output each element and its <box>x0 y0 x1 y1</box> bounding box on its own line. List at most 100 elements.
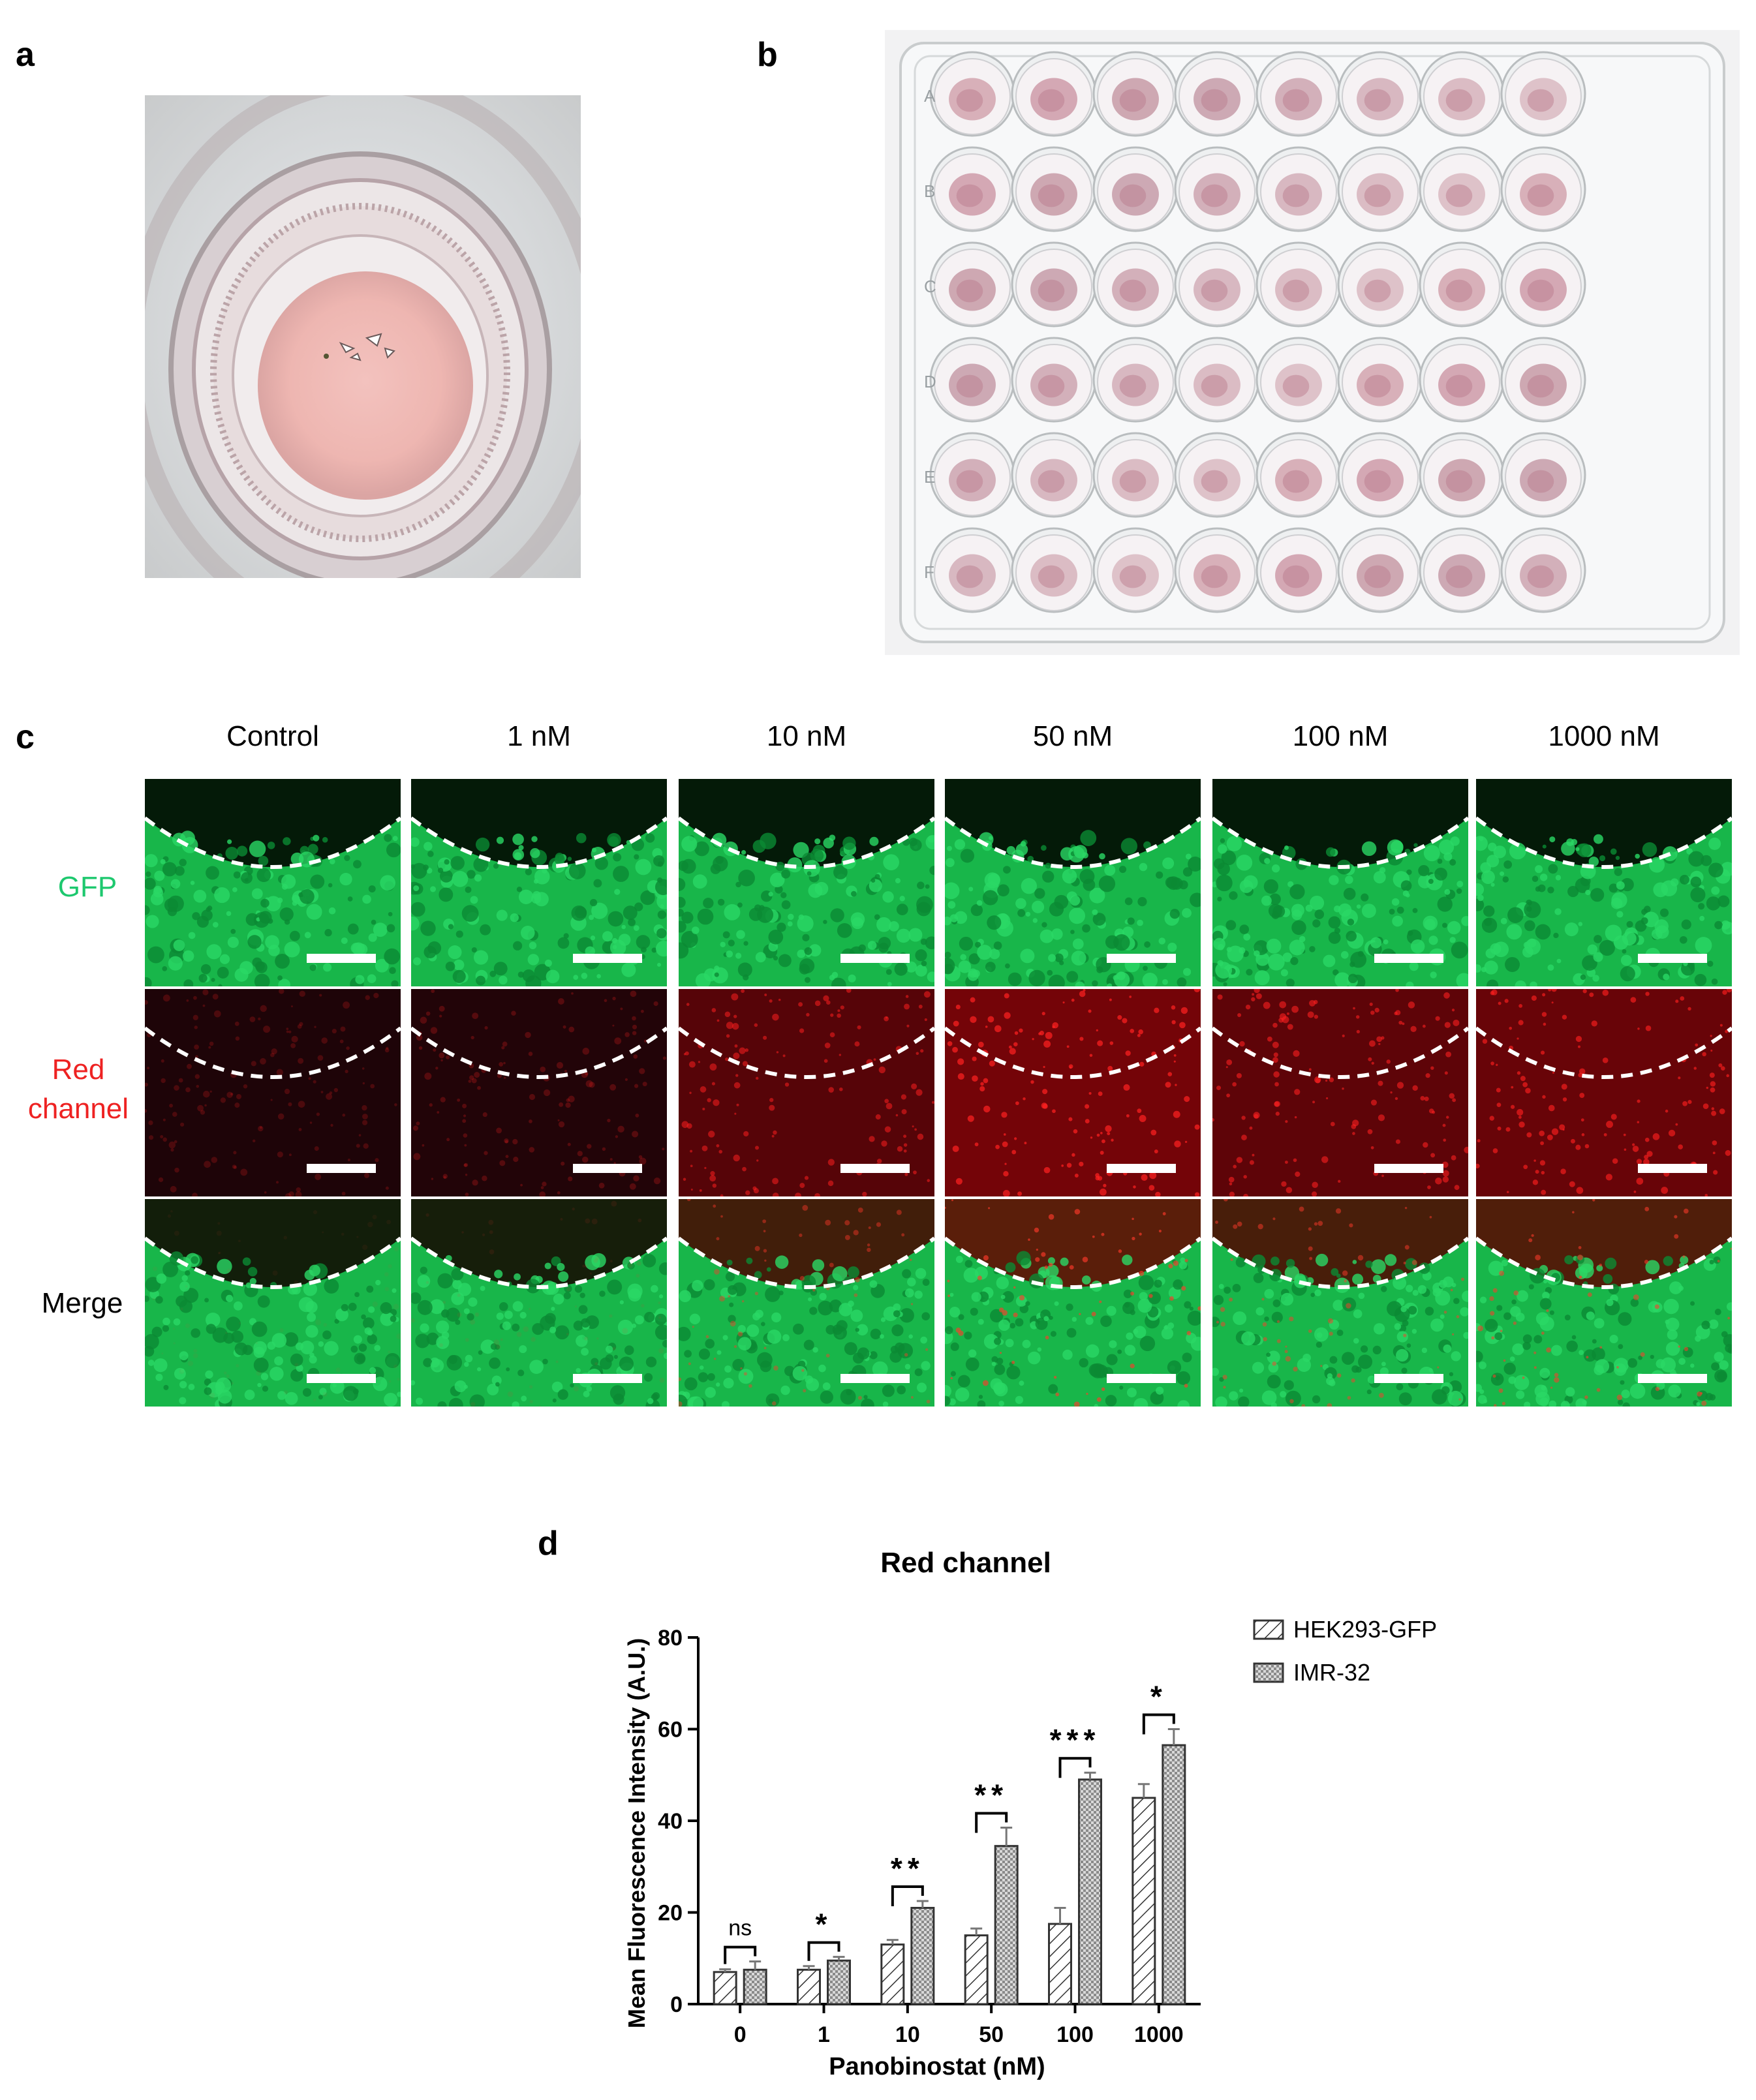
plate-well <box>1011 432 1097 518</box>
plate-well <box>1174 241 1260 327</box>
panel-a-photo <box>145 95 581 578</box>
scale-bar <box>840 1164 910 1173</box>
micrograph-gfp-4 <box>1212 779 1468 986</box>
plate-well <box>929 432 1015 518</box>
dashed-boundary <box>1476 1236 1732 1289</box>
x-tick-label: 0 <box>734 2022 747 2047</box>
bar-hek293-gfp <box>880 1943 905 2005</box>
column-label-1000nm: 1000 nM <box>1548 720 1660 752</box>
plate-well <box>1174 146 1260 232</box>
micrograph-merge-0 <box>145 1199 401 1407</box>
scale-bar <box>840 954 910 963</box>
plate-well <box>1500 337 1586 423</box>
micrograph-red-2 <box>679 989 934 1196</box>
panel-letter-c: c <box>16 718 35 756</box>
x-axis-label: Panobinostat (nM) <box>829 2053 1045 2080</box>
plate-well <box>929 146 1015 232</box>
plate-well <box>1092 337 1178 423</box>
bar-imr-32 <box>994 1845 1019 2005</box>
dashed-boundary <box>679 1026 934 1079</box>
bar-imr-32 <box>743 1968 767 2005</box>
micrograph-merge-4 <box>1212 1199 1468 1407</box>
micrograph-merge-1 <box>411 1199 667 1407</box>
plate-well <box>1011 527 1097 613</box>
plate-row-letter: B <box>924 181 935 201</box>
scale-bar <box>1107 1164 1176 1173</box>
plate-well <box>1419 51 1505 137</box>
row-label-gfp: GFP <box>22 868 153 907</box>
plate-well <box>1092 432 1178 518</box>
plate-well <box>1337 527 1423 613</box>
legend-label: IMR-32 <box>1293 1659 1370 1686</box>
plate-well <box>929 241 1015 327</box>
bar-imr-32 <box>910 1906 935 2005</box>
plate-well <box>1337 337 1423 423</box>
micrograph-merge-2 <box>679 1199 934 1407</box>
micrograph-red-3 <box>945 989 1201 1196</box>
scale-bar <box>307 1164 376 1173</box>
plate-row-letter: D <box>924 372 936 391</box>
dashed-boundary <box>1212 816 1468 869</box>
dashed-boundary <box>1476 1026 1732 1079</box>
plate-well <box>1419 432 1505 518</box>
plate-well <box>1092 241 1178 327</box>
significance-label: ** <box>974 1778 1008 1812</box>
row-label-merge: Merge <box>17 1284 147 1323</box>
x-tick-label: 10 <box>895 2022 920 2047</box>
dashed-boundary <box>145 1236 401 1289</box>
scale-bar <box>1638 1374 1707 1383</box>
column-label-10nm: 10 nM <box>766 720 847 752</box>
y-tick-label: 80 <box>658 1626 683 1651</box>
plate-well <box>1092 527 1178 613</box>
bar-hek293-gfp <box>1132 1797 1156 2005</box>
micrograph-gfp-5 <box>1476 779 1732 986</box>
plate-well <box>1174 51 1260 137</box>
significance-bracket <box>975 1812 1008 1833</box>
micrograph-gfp-0 <box>145 779 401 986</box>
significance-bracket <box>891 1885 924 1906</box>
y-tick-label: 60 <box>658 1718 683 1742</box>
bar-imr-32 <box>827 1959 851 2005</box>
bar-imr-32 <box>1078 1778 1102 2005</box>
bar-hek293-gfp <box>1048 1923 1072 2005</box>
significance-bracket <box>1142 1713 1175 1735</box>
significance-label: * <box>816 1908 833 1941</box>
plate-well <box>1011 51 1097 137</box>
chart-title: Red channel <box>880 1547 1051 1579</box>
y-axis-label: Mean Fluorescence Intensity (A.U.) <box>623 1638 650 2028</box>
panel-letter-b: b <box>757 36 778 74</box>
column-label-1nm: 1 nM <box>507 720 571 752</box>
significance-label: ** <box>891 1851 925 1885</box>
row-label-red-channel: Red channel <box>13 1050 144 1129</box>
bar-chart: Red channel Mean Fluorescence Intensity … <box>623 1547 1437 2080</box>
dashed-boundary <box>945 816 1201 869</box>
y-tick-label: 40 <box>658 1809 683 1834</box>
panel-letter-a: a <box>16 36 35 74</box>
scale-bar <box>1107 954 1176 963</box>
legend-swatch <box>1253 1619 1284 1640</box>
plate-well <box>1092 51 1178 137</box>
bar-hek293-gfp <box>797 1968 821 2005</box>
plate-well <box>1337 51 1423 137</box>
bar-hek293-gfp <box>964 1934 989 2005</box>
row-label-red-line1: Red <box>52 1054 105 1086</box>
plate-well <box>1419 146 1505 232</box>
micrograph-gfp-1 <box>411 779 667 986</box>
dashed-boundary <box>411 1236 667 1289</box>
plate-well <box>1337 241 1423 327</box>
row-label-red-line2: channel <box>27 1093 129 1125</box>
plate-well <box>1500 432 1586 518</box>
micrograph-merge-5 <box>1476 1199 1732 1407</box>
scale-bar <box>1638 954 1707 963</box>
legend-label: HEK293-GFP <box>1293 1616 1437 1643</box>
significance-bracket <box>724 1945 757 1964</box>
panel-letter-d: d <box>538 1525 559 1562</box>
scale-bar <box>1638 1164 1707 1173</box>
scale-bar <box>573 954 642 963</box>
plate-row-letter: C <box>924 277 936 296</box>
plate-well <box>1337 146 1423 232</box>
plate-well <box>929 527 1015 613</box>
column-label-50nm: 50 nM <box>1032 720 1113 752</box>
bar-hek293-gfp <box>713 1971 737 2005</box>
column-label-control: Control <box>226 720 319 752</box>
